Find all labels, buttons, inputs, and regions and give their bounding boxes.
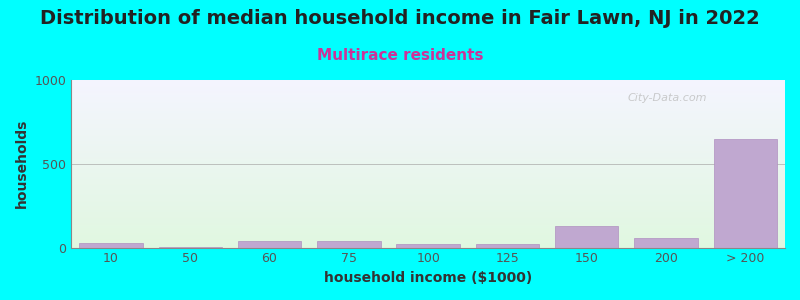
Bar — [397, 244, 460, 247]
Bar — [634, 238, 698, 247]
Bar — [555, 226, 618, 248]
Text: Multirace residents: Multirace residents — [317, 48, 483, 63]
Text: Distribution of median household income in Fair Lawn, NJ in 2022: Distribution of median household income … — [40, 9, 760, 28]
Bar — [317, 241, 381, 248]
Bar — [238, 241, 302, 247]
X-axis label: household income ($1000): household income ($1000) — [324, 271, 532, 285]
Bar — [158, 247, 222, 248]
Bar — [79, 243, 142, 248]
Y-axis label: households: households — [15, 119, 29, 208]
Bar — [476, 244, 539, 247]
Text: City-Data.com: City-Data.com — [628, 93, 707, 103]
Bar — [714, 139, 777, 247]
